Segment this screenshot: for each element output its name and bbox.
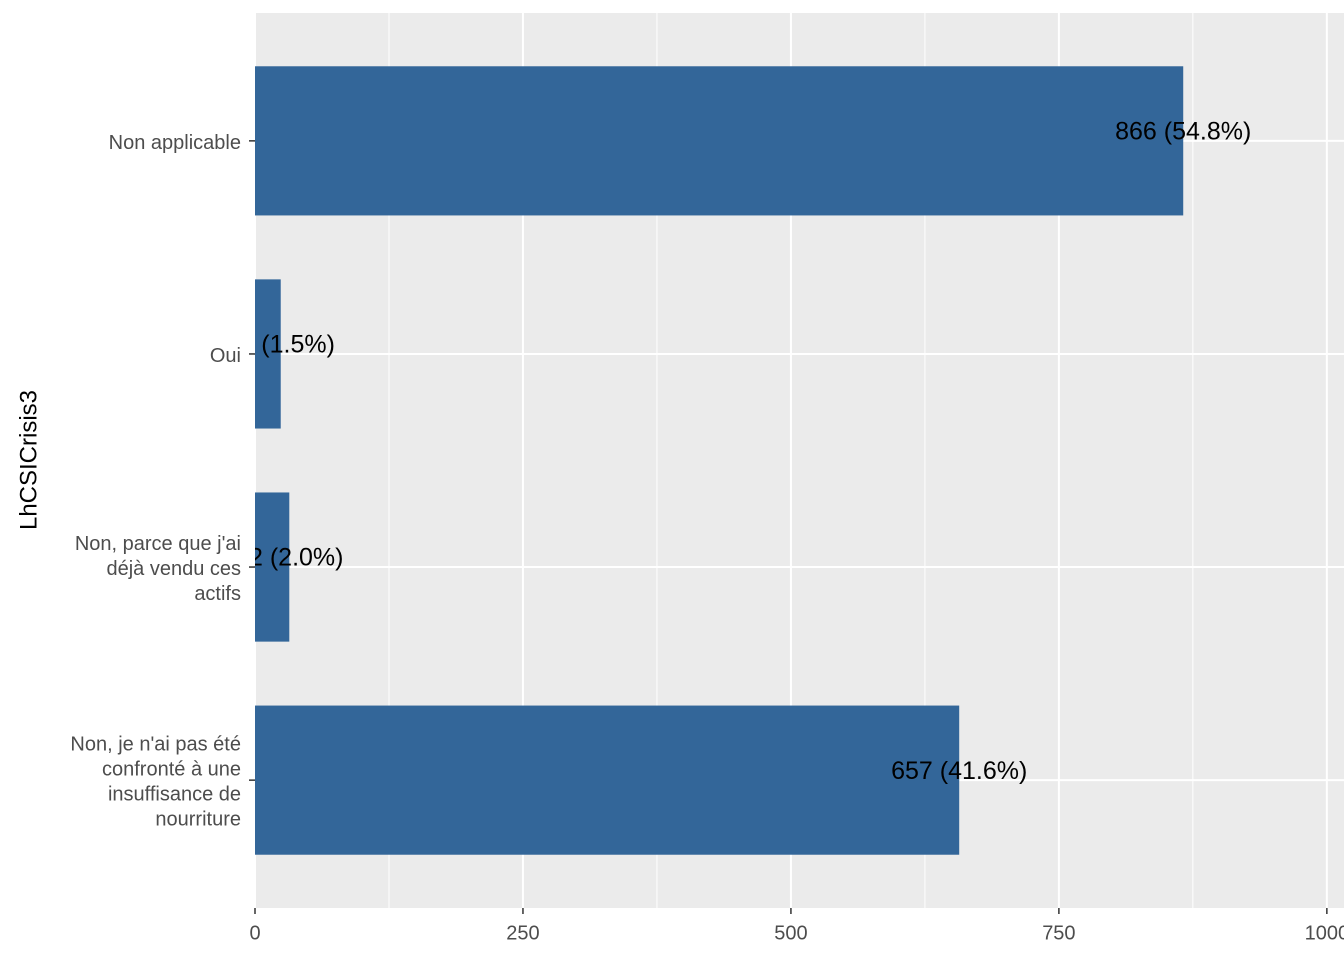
- x-tick-label: 0: [249, 922, 260, 944]
- data-label: 866 (54.8%): [1115, 117, 1251, 145]
- data-label: 24 (1.5%): [227, 331, 335, 359]
- data-label: 657 (41.6%): [891, 757, 1027, 785]
- bar: [255, 279, 281, 429]
- x-tick-label: 250: [506, 922, 539, 944]
- y-axis-title: LhCSICrisis3: [15, 390, 42, 530]
- plot-area: 866 (54.8%) 24 (1.5%) 32 (2.0%) 657 (41.6%): [227, 66, 1251, 855]
- y-tick-label: Non, parce que j'ai déjà vendu ces actifs: [75, 533, 241, 605]
- x-tick-label: 750: [1042, 922, 1075, 944]
- y-tick-label: Oui: [210, 345, 241, 367]
- x-tick-label: 500: [774, 922, 807, 944]
- bar: [255, 705, 960, 855]
- bar: [255, 492, 290, 642]
- x-tick-label: 1000: [1305, 922, 1344, 944]
- y-tick-label: Non applicable: [109, 132, 241, 154]
- bar: [255, 66, 1184, 216]
- data-label: 32 (2.0%): [235, 544, 343, 572]
- y-tick-label: Non, je n'ai pas été confronté à une insuf…: [70, 734, 241, 831]
